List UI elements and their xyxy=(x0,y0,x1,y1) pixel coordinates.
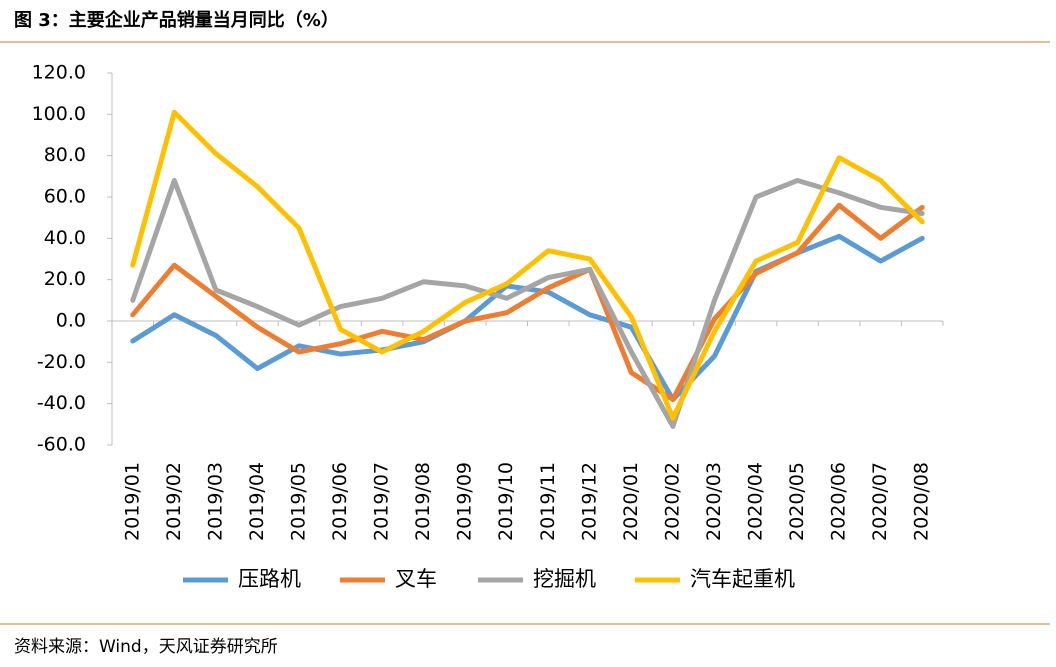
series-line xyxy=(130,109,925,421)
y-tick-label: 20.0 xyxy=(44,268,86,290)
chart-title: 图 3：主要企业产品销量当月同比（%） xyxy=(14,9,339,31)
x-tick-label: 2020/08 xyxy=(911,462,933,541)
y-tick-label: 120.0 xyxy=(32,62,86,84)
x-tick-label: 2020/07 xyxy=(869,462,891,541)
legend-label: 叉车 xyxy=(395,567,437,591)
x-tick-label: 2020/01 xyxy=(620,462,642,541)
y-tick-label: -20.0 xyxy=(37,351,86,373)
y-tick-label: -40.0 xyxy=(37,392,86,414)
source-note: 资料来源：Wind，天风证券研究所 xyxy=(14,637,278,657)
x-tick-label: 2019/04 xyxy=(246,462,268,541)
x-tick-label: 2019/03 xyxy=(204,462,226,541)
x-tick-label: 2019/10 xyxy=(495,462,517,541)
series-line xyxy=(130,233,925,403)
x-tick-label: 2020/06 xyxy=(828,462,850,541)
y-tick-label: 100.0 xyxy=(32,103,86,125)
y-tick-label: 0.0 xyxy=(56,310,86,332)
y-tick-label: 40.0 xyxy=(44,227,86,249)
x-tick-label: 2019/06 xyxy=(329,462,351,541)
x-tick-label: 2019/07 xyxy=(371,462,393,541)
x-tick-label: 2019/05 xyxy=(287,462,309,541)
x-tick-label: 2019/01 xyxy=(121,462,143,541)
legend-label: 挖掘机 xyxy=(533,567,596,591)
x-tick-label: 2019/02 xyxy=(163,462,185,541)
legend-label: 压路机 xyxy=(238,567,301,591)
y-tick-label: 60.0 xyxy=(44,186,86,208)
legend-label: 汽车起重机 xyxy=(690,567,795,591)
y-tick-label: -60.0 xyxy=(37,434,86,456)
x-tick-label: 2020/02 xyxy=(661,462,683,541)
x-tick-label: 2019/09 xyxy=(454,462,476,541)
y-tick-label: 80.0 xyxy=(44,144,86,166)
x-tick-label: 2019/12 xyxy=(578,462,600,541)
x-tick-label: 2020/05 xyxy=(786,462,808,541)
x-tick-label: 2019/08 xyxy=(412,462,434,541)
x-tick-label: 2020/04 xyxy=(745,462,767,541)
x-tick-label: 2019/11 xyxy=(537,462,559,541)
x-tick-label: 2020/03 xyxy=(703,462,725,541)
series-line xyxy=(130,177,925,429)
series-line xyxy=(130,202,925,403)
